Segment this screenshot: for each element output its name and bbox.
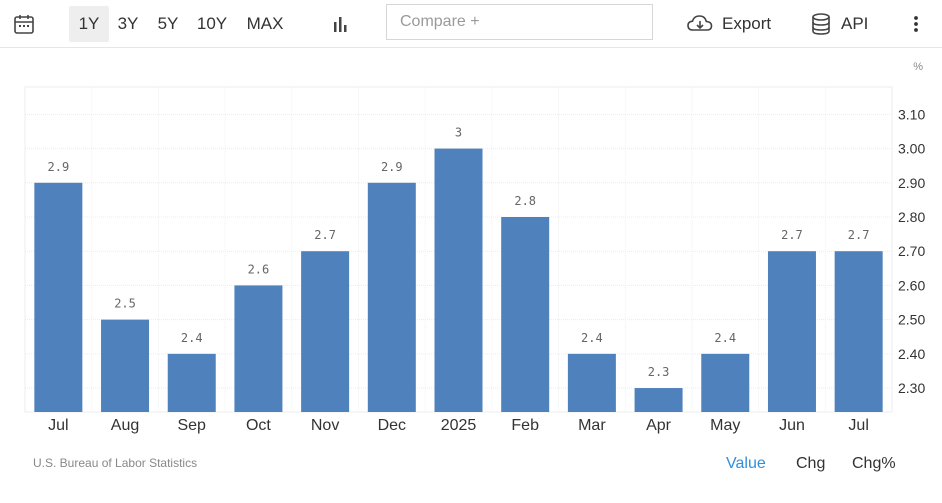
- bar-7[interactable]: [501, 217, 550, 412]
- database-icon: [812, 13, 830, 35]
- data-label: 2.7: [781, 228, 803, 242]
- source-label: U.S. Bureau of Labor Statistics: [33, 456, 198, 470]
- bar-2[interactable]: [167, 353, 216, 412]
- y-tick-label: 3.00: [898, 141, 925, 157]
- data-label: 2.9: [381, 160, 403, 174]
- value-button[interactable]: Value: [726, 455, 766, 472]
- bar-1[interactable]: [101, 319, 150, 412]
- grid-lines: [24, 86, 893, 413]
- data-label: 2.4: [181, 331, 203, 345]
- chg-percent-button[interactable]: Chg%: [852, 455, 896, 472]
- y-tick-label: 2.90: [898, 175, 925, 191]
- bar-chart-icon[interactable]: [327, 6, 353, 42]
- unit-label: %: [913, 61, 923, 73]
- y-axis-labels: 2.30 2.40 2.50 2.60 2.70 2.80 2.90 3.00 3.10: [898, 106, 925, 396]
- x-tick-label: Mar: [578, 417, 606, 434]
- x-tick-label: Apr: [646, 417, 672, 434]
- bar-10[interactable]: [701, 353, 750, 412]
- x-tick-label: Jul: [848, 417, 868, 434]
- x-tick-label: Jul: [48, 417, 68, 434]
- x-tick-label: Dec: [378, 417, 406, 434]
- x-tick-label: 2025: [441, 417, 477, 434]
- x-tick-label: Oct: [246, 417, 271, 434]
- x-tick-label: Sep: [177, 417, 206, 434]
- data-label: 2.6: [248, 262, 270, 276]
- y-tick-label: 2.80: [898, 209, 925, 225]
- bar-4[interactable]: [301, 251, 350, 412]
- vertical-dots-icon[interactable]: [906, 6, 926, 42]
- bar-0[interactable]: [34, 182, 83, 412]
- x-axis-labels: Jul Aug Sep Oct Nov Dec 2025 Feb Mar Apr May Jun Jul: [48, 417, 869, 434]
- data-label: 2.5: [114, 297, 136, 311]
- chg-button[interactable]: Chg: [796, 455, 826, 472]
- compare-field[interactable]: [386, 4, 653, 40]
- bar-6[interactable]: [434, 148, 483, 412]
- bar-3[interactable]: [234, 285, 283, 412]
- x-tick-label: May: [710, 417, 740, 434]
- api-label: API: [841, 14, 869, 33]
- bar-9[interactable]: [634, 388, 683, 412]
- compare-input[interactable]: [398, 12, 642, 32]
- x-tick-label: Feb: [511, 417, 539, 434]
- x-tick-label: Jun: [779, 417, 805, 434]
- bar-11[interactable]: [767, 251, 816, 412]
- data-label: 2.3: [648, 365, 670, 379]
- range-1y-button[interactable]: 1Y: [69, 6, 109, 42]
- x-tick-label: Aug: [111, 417, 139, 434]
- cloud-download-icon: [687, 15, 713, 31]
- y-tick-label: 2.40: [898, 346, 925, 362]
- api-button[interactable]: API: [810, 6, 872, 42]
- data-label: 2.4: [581, 331, 603, 345]
- data-label: 3: [455, 126, 462, 140]
- y-tick-label: 2.60: [898, 277, 925, 293]
- bar-12[interactable]: [834, 251, 883, 412]
- data-label: 2.4: [714, 331, 736, 345]
- range-10y-button[interactable]: 10Y: [196, 14, 228, 33]
- value-labels: 2.9 2.5 2.4 2.6 2.7 2.9 3 2.8 2.4 2.3 2.4 2.7 2.7: [48, 126, 870, 379]
- range-3y-button[interactable]: 3Y: [117, 14, 139, 33]
- range-max-button[interactable]: MAX: [246, 14, 284, 33]
- chart-area: % 2.9 2.5 2.4 2.6 2.7 2.9 3 2.8 2.4 2.3 2.4 2.7 2.7 …: [0, 48, 942, 448]
- chart-toolbar: 1Y 3Y 5Y 10Y MAX Export API: [0, 0, 942, 48]
- export-label: Export: [722, 14, 772, 33]
- data-label: 2.9: [48, 160, 70, 174]
- x-tick-label: Nov: [311, 417, 339, 434]
- y-tick-label: 3.10: [898, 106, 925, 122]
- calendar-icon[interactable]: [12, 6, 36, 42]
- bar-5[interactable]: [367, 182, 416, 412]
- bars: [34, 148, 883, 412]
- data-label: 2.7: [848, 228, 870, 242]
- bar-chart: % 2.92.52.42.62.72.932.82.42.32.42.7 2.7 …: [24, 61, 925, 434]
- y-tick-label: 2.50: [898, 312, 925, 328]
- data-label: 2.8: [514, 194, 536, 208]
- export-button[interactable]: Export: [686, 6, 778, 42]
- y-tick-label: 2.70: [898, 243, 925, 259]
- y-tick-label: 2.30: [898, 380, 925, 396]
- data-label: 2.7: [314, 228, 336, 242]
- bar-8[interactable]: [567, 353, 616, 412]
- range-5y-button[interactable]: 5Y: [157, 14, 179, 33]
